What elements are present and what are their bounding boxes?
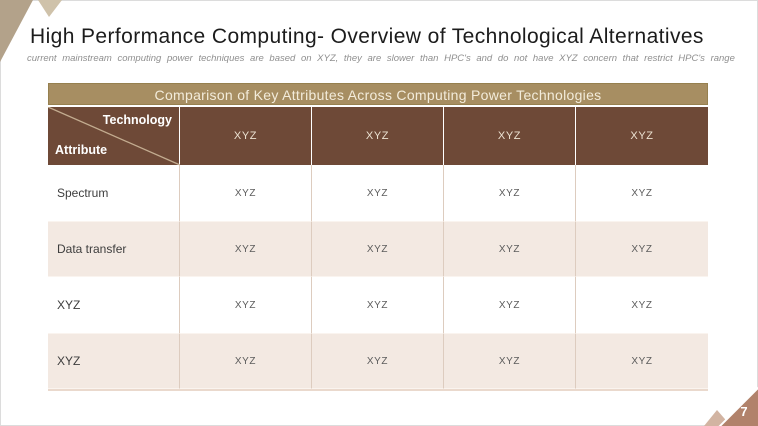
table-cell: XYZ [312, 221, 444, 277]
table-caption: Comparison of Key Attributes Across Comp… [48, 83, 708, 105]
table-cell: XYZ [444, 333, 576, 389]
column-header: XYZ [576, 107, 708, 165]
table-cell: XYZ [444, 165, 576, 221]
column-header: XYZ [444, 107, 576, 165]
table-cell: XYZ [576, 221, 708, 277]
table-cell: XYZ [576, 277, 708, 333]
page-subtitle: current mainstream computing power techn… [27, 53, 735, 64]
table-cell: XYZ [180, 221, 312, 277]
row-attribute-label: Data transfer [48, 221, 180, 277]
table-corner-cell: Technology Attribute [48, 107, 180, 165]
row-attribute-label: Spectrum [48, 165, 180, 221]
column-header: XYZ [180, 107, 312, 165]
table-cell: XYZ [180, 165, 312, 221]
comparison-table: Comparison of Key Attributes Across Comp… [48, 83, 708, 391]
table-cell: XYZ [444, 221, 576, 277]
table-cell: XYZ [180, 333, 312, 389]
table-cell: XYZ [312, 165, 444, 221]
table-cell: XYZ [576, 333, 708, 389]
table-cell: XYZ [444, 277, 576, 333]
corner-attribute-label: Attribute [55, 143, 108, 157]
row-attribute-label: XYZ [48, 277, 180, 333]
table-grid: Technology Attribute XYZ XYZ XYZ XYZ Spe… [48, 107, 708, 391]
diagonal-divider-icon [48, 107, 180, 165]
row-attribute-label: XYZ [48, 333, 180, 389]
table-cell: XYZ [180, 277, 312, 333]
table-cell: XYZ [312, 277, 444, 333]
page-number: 7 [740, 404, 747, 419]
table-cell: XYZ [576, 165, 708, 221]
column-header: XYZ [312, 107, 444, 165]
page-title: High Performance Computing- Overview of … [30, 25, 704, 48]
table-cell: XYZ [312, 333, 444, 389]
corner-technology-label: Technology [102, 113, 172, 127]
